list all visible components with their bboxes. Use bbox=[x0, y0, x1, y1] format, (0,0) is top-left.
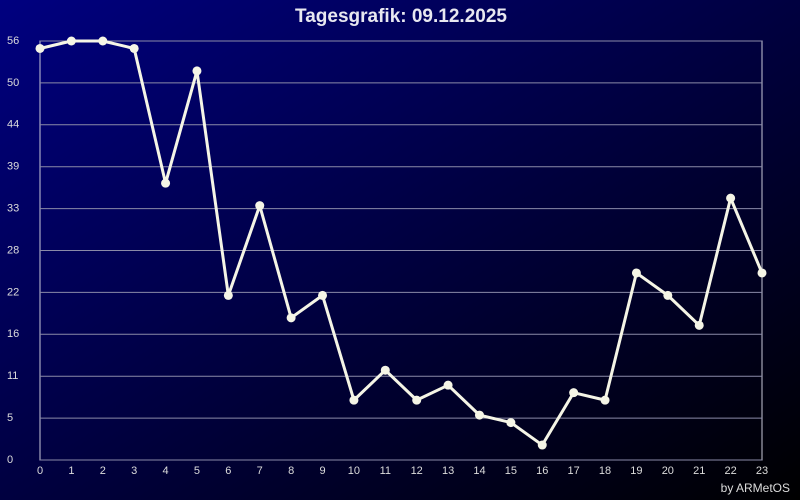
x-tick-label: 13 bbox=[442, 465, 454, 477]
data-point bbox=[192, 66, 202, 76]
x-tick-label: 2 bbox=[100, 465, 106, 477]
x-tick-label: 0 bbox=[37, 465, 43, 477]
y-tick-label: 44 bbox=[7, 119, 19, 131]
data-point bbox=[726, 193, 736, 203]
data-point bbox=[223, 290, 233, 300]
x-tick-label: 20 bbox=[662, 465, 674, 477]
x-tick-label: 1 bbox=[68, 465, 74, 477]
y-tick-label: 16 bbox=[7, 328, 19, 340]
y-tick-label: 28 bbox=[7, 244, 19, 256]
data-point bbox=[349, 395, 359, 405]
x-tick-label: 7 bbox=[257, 465, 263, 477]
x-tick-label: 19 bbox=[630, 465, 642, 477]
y-tick-label: 50 bbox=[7, 77, 19, 89]
data-point bbox=[569, 388, 579, 398]
data-point bbox=[35, 43, 45, 53]
data-point bbox=[286, 313, 296, 323]
x-tick-label: 5 bbox=[194, 465, 200, 477]
x-tick-label: 14 bbox=[473, 465, 485, 477]
y-tick-label: 39 bbox=[7, 161, 19, 173]
footer: by ARMetOS bbox=[721, 481, 790, 495]
x-tick-label: 11 bbox=[380, 465, 391, 477]
x-tick-label: 17 bbox=[568, 465, 580, 477]
data-point bbox=[380, 365, 390, 375]
data-point bbox=[98, 36, 108, 46]
x-tick-label: 22 bbox=[724, 465, 736, 477]
data-point bbox=[255, 201, 265, 211]
data-point bbox=[161, 178, 171, 188]
x-tick-label: 10 bbox=[348, 465, 360, 477]
x-tick-label: 4 bbox=[163, 465, 169, 477]
x-tick-label: 23 bbox=[756, 465, 768, 477]
data-point bbox=[600, 395, 610, 405]
y-tick-label: 33 bbox=[7, 203, 19, 215]
data-point bbox=[757, 268, 767, 278]
x-tick-label: 16 bbox=[536, 465, 548, 477]
data-point bbox=[537, 440, 547, 450]
y-tick-label: 11 bbox=[7, 370, 18, 382]
data-point bbox=[506, 418, 516, 428]
data-line bbox=[39, 39, 764, 447]
x-tick-label: 9 bbox=[319, 465, 325, 477]
data-point bbox=[663, 290, 673, 300]
y-tick-label: 22 bbox=[7, 286, 19, 298]
y-tick-label: 0 bbox=[7, 454, 13, 466]
data-point bbox=[129, 43, 139, 53]
data-point bbox=[474, 410, 484, 420]
chart-title: Tagesgrafik: 09.12.2025 bbox=[295, 6, 507, 27]
data-point bbox=[631, 268, 641, 278]
x-tick-label: 6 bbox=[225, 465, 231, 477]
data-point bbox=[318, 290, 328, 300]
data-point bbox=[66, 36, 76, 46]
y-tick-label: 5 bbox=[7, 412, 13, 424]
y-tick-label: 56 bbox=[7, 35, 19, 47]
data-point bbox=[694, 320, 704, 330]
data-point bbox=[443, 380, 453, 390]
x-tick-label: 18 bbox=[599, 465, 611, 477]
x-tick-label: 21 bbox=[693, 465, 705, 477]
x-tick-label: 15 bbox=[505, 465, 517, 477]
x-tick-label: 12 bbox=[411, 465, 423, 477]
x-tick-label: 3 bbox=[131, 465, 137, 477]
data-point bbox=[412, 395, 422, 405]
x-tick-label: 8 bbox=[288, 465, 294, 477]
